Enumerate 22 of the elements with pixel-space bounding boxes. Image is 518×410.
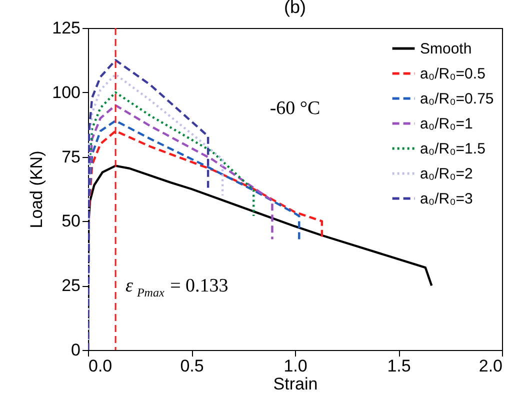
legend-label: a₀/R₀=1.5 (420, 140, 486, 158)
x-tick-label: 1.0 (284, 356, 308, 376)
x-tick-label: 0.5 (180, 356, 204, 376)
y-tick-label: 100 (52, 82, 80, 102)
y-tick-label: 50 (62, 212, 80, 231)
legend-label: a₀/R₀=2 (420, 166, 473, 182)
annotation: -60 °C (270, 98, 320, 119)
legend-label: Smooth (420, 40, 472, 58)
x-tick-label: 2.0 (478, 356, 502, 376)
legend-label: a₀/R₀=1 (420, 116, 473, 132)
legend-label: a₀/R₀=0.75 (420, 90, 494, 108)
legend-label: a₀/R₀=0.5 (420, 66, 486, 82)
legend-label: a₀/R₀=3 (420, 190, 473, 208)
y-tick-label: 125 (52, 18, 80, 38)
chart-title: (b) (284, 0, 306, 17)
y-axis-title: Load (KN) (27, 150, 46, 228)
x-axis-title: Strain (273, 374, 318, 394)
y-tick-label: 0 (71, 340, 80, 360)
x-tick-label: 0.0 (88, 356, 112, 376)
y-tick-label: 75 (62, 147, 80, 166)
y-tick-label: 25 (62, 276, 80, 296)
x-tick-label: 1.5 (387, 356, 411, 376)
